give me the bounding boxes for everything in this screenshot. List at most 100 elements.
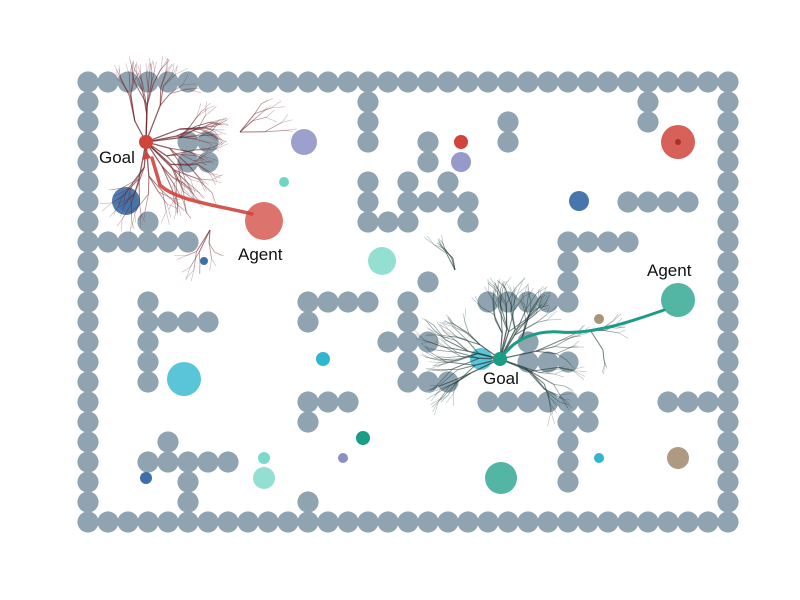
search-branch xyxy=(131,78,141,88)
wall-dot xyxy=(277,71,299,93)
search-branch xyxy=(187,150,204,157)
search-branch xyxy=(160,62,168,69)
search-branch xyxy=(437,239,442,248)
wall-dot xyxy=(337,291,359,313)
wall-dot xyxy=(197,311,219,333)
wall-dot xyxy=(77,271,99,293)
obstacle-disc xyxy=(253,467,275,489)
obstacle-disc xyxy=(316,352,330,366)
search-branch xyxy=(196,127,212,137)
search-branch xyxy=(499,292,502,308)
search-branch xyxy=(500,280,506,290)
obstacle-disc xyxy=(279,177,289,187)
wall-dot xyxy=(137,511,159,533)
wall-dot xyxy=(517,331,539,353)
search-branch xyxy=(169,147,188,152)
search-branch xyxy=(553,383,566,387)
wall-dot xyxy=(517,291,539,313)
search-branch xyxy=(536,303,548,309)
search-branch xyxy=(441,240,446,250)
search-branch xyxy=(428,361,444,363)
search-branch xyxy=(457,364,476,371)
search-branch xyxy=(200,122,214,129)
wall-dot xyxy=(437,371,459,393)
wall-dot xyxy=(697,511,719,533)
wall-dot xyxy=(357,71,379,93)
wall-dot xyxy=(137,451,159,473)
search-branch xyxy=(239,113,256,133)
search-branch xyxy=(125,182,134,194)
wall-dot xyxy=(157,311,179,333)
wall-dot xyxy=(517,391,539,413)
search-branch xyxy=(261,99,268,105)
wall-dot xyxy=(717,311,739,333)
wall-dot xyxy=(397,71,419,93)
search-branch xyxy=(431,397,443,408)
search-branch xyxy=(444,320,457,329)
obstacle-disc xyxy=(167,362,201,396)
search-branch xyxy=(211,119,221,129)
search-branch xyxy=(121,219,123,232)
search-branch xyxy=(520,298,525,309)
wall-dot xyxy=(677,511,699,533)
search-branch xyxy=(536,304,550,309)
search-branch xyxy=(513,296,516,311)
search-branch xyxy=(214,137,227,142)
search-branch xyxy=(176,255,187,260)
search-branch xyxy=(118,65,121,78)
search-branch xyxy=(455,340,469,352)
wall-dot xyxy=(557,451,579,473)
search-branch xyxy=(513,308,527,336)
search-branch xyxy=(187,164,200,179)
search-branch xyxy=(547,319,562,321)
search-branch xyxy=(139,213,142,229)
search-branch xyxy=(428,384,442,391)
search-branch xyxy=(192,197,201,201)
search-branch xyxy=(202,155,217,161)
search-branch xyxy=(125,63,130,75)
search-branch xyxy=(550,412,556,425)
wall-dot xyxy=(77,111,99,133)
search-branch xyxy=(190,270,195,282)
search-branch xyxy=(438,385,451,402)
search-branch xyxy=(433,325,446,340)
obstacle-disc xyxy=(140,472,152,484)
search-branch xyxy=(484,286,490,294)
wall-dot xyxy=(297,391,319,413)
search-branch xyxy=(179,126,191,139)
search-branch xyxy=(536,286,548,294)
search-branch xyxy=(211,124,218,132)
search-branch xyxy=(159,86,164,106)
search-branch xyxy=(474,296,482,308)
wall-dot xyxy=(77,231,99,253)
search-branch xyxy=(201,105,215,112)
search-branch xyxy=(111,196,123,204)
search-branch xyxy=(173,169,199,180)
search-branch xyxy=(131,204,141,214)
wall-dot xyxy=(217,511,239,533)
search-branch xyxy=(526,293,537,309)
wall-dot xyxy=(357,191,379,213)
wall-dot xyxy=(357,91,379,113)
search-branch xyxy=(426,327,437,335)
search-branch xyxy=(174,203,177,214)
search-branch xyxy=(527,292,532,302)
search-branch xyxy=(445,253,456,271)
wall-dot xyxy=(417,151,439,173)
search-branch xyxy=(525,307,538,321)
wall-dot xyxy=(637,91,659,113)
search-branch xyxy=(204,122,214,128)
wall-dot xyxy=(137,231,159,253)
search-branch xyxy=(419,354,430,359)
wall-dot xyxy=(417,191,439,213)
search-branch xyxy=(436,321,445,332)
wall-dot xyxy=(397,331,419,353)
search-branch xyxy=(152,68,162,84)
search-branch xyxy=(424,237,435,245)
search-branch xyxy=(125,193,135,202)
search-branch xyxy=(602,349,606,365)
search-branch xyxy=(438,240,445,250)
search-branch xyxy=(414,330,425,341)
search-branch xyxy=(121,203,132,220)
search-branch xyxy=(424,339,443,348)
